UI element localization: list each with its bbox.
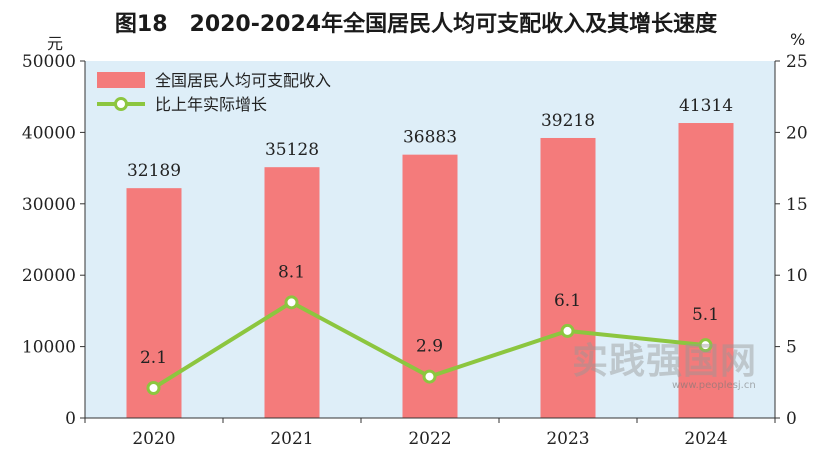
legend-line-label: 比上年实际增长 bbox=[155, 95, 267, 114]
growth-value-label: 6.1 bbox=[554, 291, 581, 311]
left-tick-label: 40000 bbox=[22, 123, 76, 143]
bar-2024 bbox=[678, 123, 734, 419]
left-axis-unit: 元 bbox=[47, 34, 64, 53]
right-axis-unit: % bbox=[790, 30, 806, 49]
legend-bar-label: 全国居民人均可支配收入 bbox=[155, 71, 331, 90]
x-tick-label: 2020 bbox=[132, 429, 175, 449]
bar-2021 bbox=[264, 167, 320, 418]
growth-value-label: 5.1 bbox=[692, 305, 719, 325]
right-tick-label: 5 bbox=[786, 338, 797, 358]
watermark-url: www.peoplesj.cn bbox=[672, 380, 756, 391]
legend-bar-swatch bbox=[97, 72, 145, 88]
chart-title: 图18 2020-2024年全国居民人均可支配收入及其增长速度 bbox=[114, 12, 718, 37]
right-tick-label: 15 bbox=[786, 195, 808, 215]
left-tick-label: 10000 bbox=[22, 338, 76, 358]
growth-point-2021 bbox=[284, 295, 299, 310]
growth-point-2024 bbox=[698, 338, 713, 353]
growth-point-2023 bbox=[560, 323, 575, 338]
right-tick-label: 10 bbox=[786, 266, 808, 286]
left-tick-label: 0 bbox=[65, 409, 76, 429]
x-tick-label: 2021 bbox=[270, 429, 313, 449]
growth-point-2020 bbox=[146, 381, 161, 396]
bar-value-label: 36883 bbox=[403, 128, 457, 148]
watermark: 实践强国网 www.peoplesj.cn bbox=[572, 332, 757, 391]
growth-value-label: 2.9 bbox=[416, 337, 443, 357]
right-tick-label: 20 bbox=[786, 123, 808, 143]
right-tick-label: 0 bbox=[786, 409, 797, 429]
left-tick-label: 50000 bbox=[22, 52, 76, 72]
bar-2023 bbox=[540, 137, 596, 419]
bar-value-label: 32189 bbox=[127, 161, 181, 181]
x-tick-label: 2022 bbox=[408, 429, 451, 449]
growth-point-2022 bbox=[422, 369, 437, 384]
bar-value-label: 41314 bbox=[679, 96, 733, 116]
bar-value-label: 35128 bbox=[265, 140, 319, 160]
x-tick-label: 2023 bbox=[546, 429, 589, 449]
bar-2020 bbox=[126, 188, 182, 418]
x-tick-label: 2024 bbox=[684, 429, 727, 449]
growth-value-label: 2.1 bbox=[140, 348, 167, 368]
bar-value-label: 39218 bbox=[541, 111, 595, 131]
right-tick-label: 25 bbox=[786, 52, 808, 72]
watermark-text: 实践强国网 bbox=[572, 341, 758, 382]
growth-value-label: 8.1 bbox=[278, 262, 305, 282]
left-tick-label: 20000 bbox=[22, 266, 76, 286]
legend-line-marker bbox=[114, 97, 128, 111]
left-tick-label: 30000 bbox=[22, 195, 76, 215]
